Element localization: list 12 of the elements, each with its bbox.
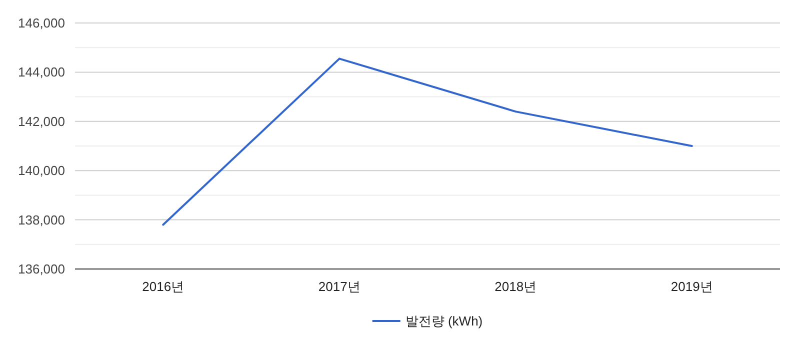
x-tick-label: 2016년 xyxy=(142,279,184,294)
line-series xyxy=(162,58,693,226)
x-tick-label: 2018년 xyxy=(494,279,537,294)
y-tick-label: 138,000 xyxy=(18,212,65,228)
x-tick-label: 2017년 xyxy=(318,279,360,294)
y-tick-label: 146,000 xyxy=(18,16,65,30)
y-tick-label: 142,000 xyxy=(18,114,65,129)
y-tick-label: 140,000 xyxy=(18,163,65,178)
y-tick-label: 136,000 xyxy=(18,262,65,276)
legend-label: 발전량 (kWh) xyxy=(405,314,483,328)
y-tick-label: 144,000 xyxy=(18,64,65,80)
x-tick-label: 2019년 xyxy=(670,279,713,294)
